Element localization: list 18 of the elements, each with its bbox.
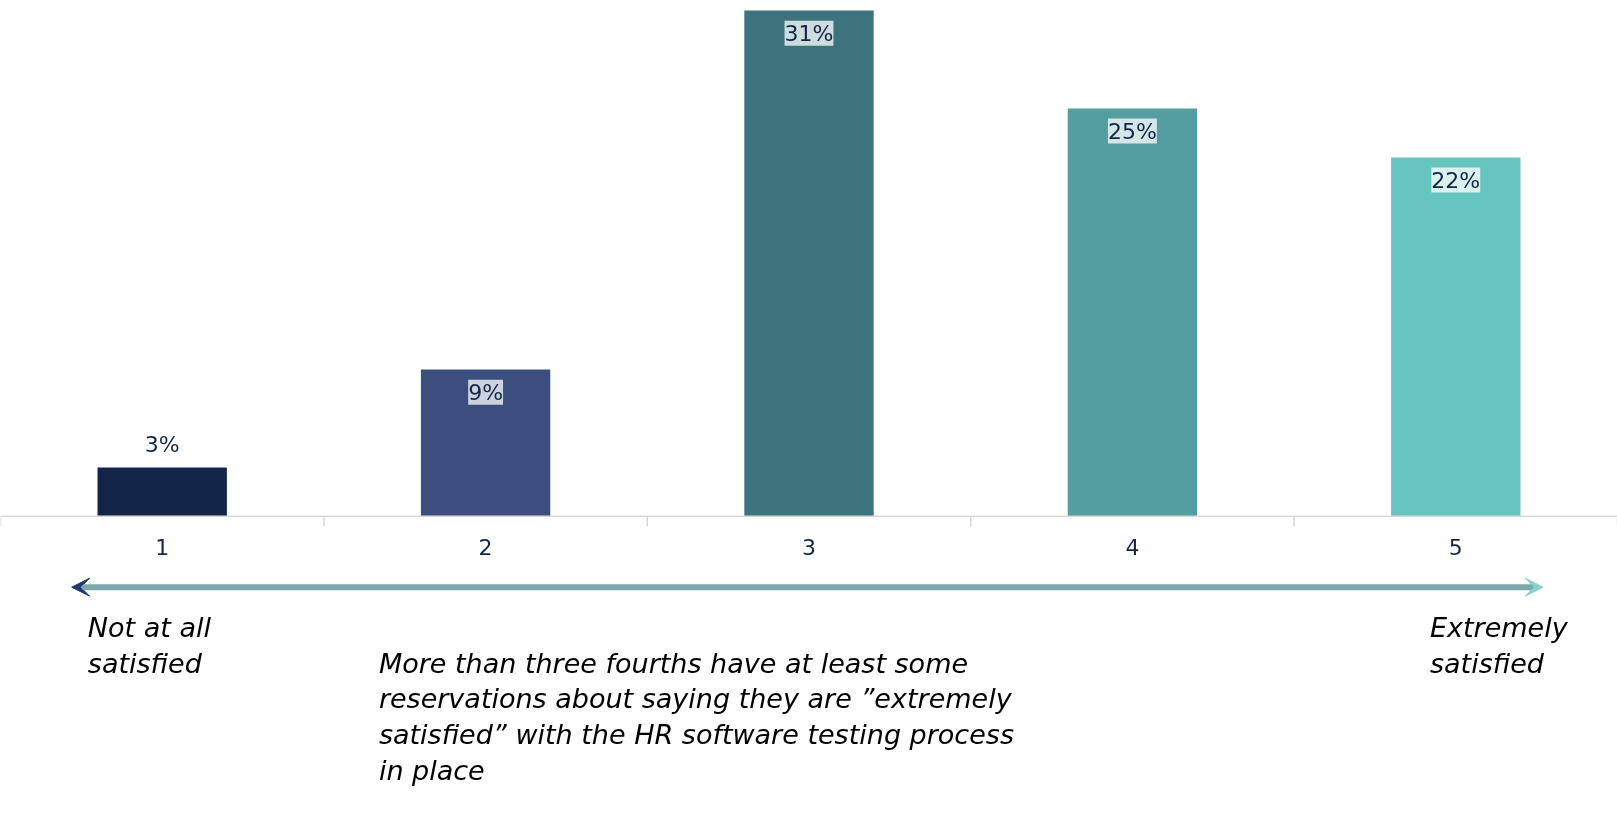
data-label: 31% <box>784 20 834 46</box>
text: Not at all satisfied <box>87 612 212 680</box>
bar <box>420 369 551 517</box>
x-tick-label: 1 <box>155 535 170 561</box>
data-label: 22% <box>1431 167 1481 193</box>
bar <box>97 467 227 517</box>
text: More than three fourths have at least some reservations about saying they are ”extremely satisfied” with the HR software testing process in place <box>378 647 1014 786</box>
text: Extremely satisfied <box>1429 612 1569 680</box>
x-tick-label: 3 <box>802 535 816 561</box>
data-label: 9% <box>468 379 504 405</box>
x-tick-label: 2 <box>478 535 493 561</box>
bar <box>744 10 874 517</box>
bar <box>1391 157 1521 517</box>
data-label: 25% <box>1107 118 1157 144</box>
x-tick-label: 4 <box>1125 535 1140 561</box>
data-label: 3% <box>144 432 180 458</box>
x-tick-label: 5 <box>1448 535 1463 561</box>
bar <box>1067 108 1198 517</box>
